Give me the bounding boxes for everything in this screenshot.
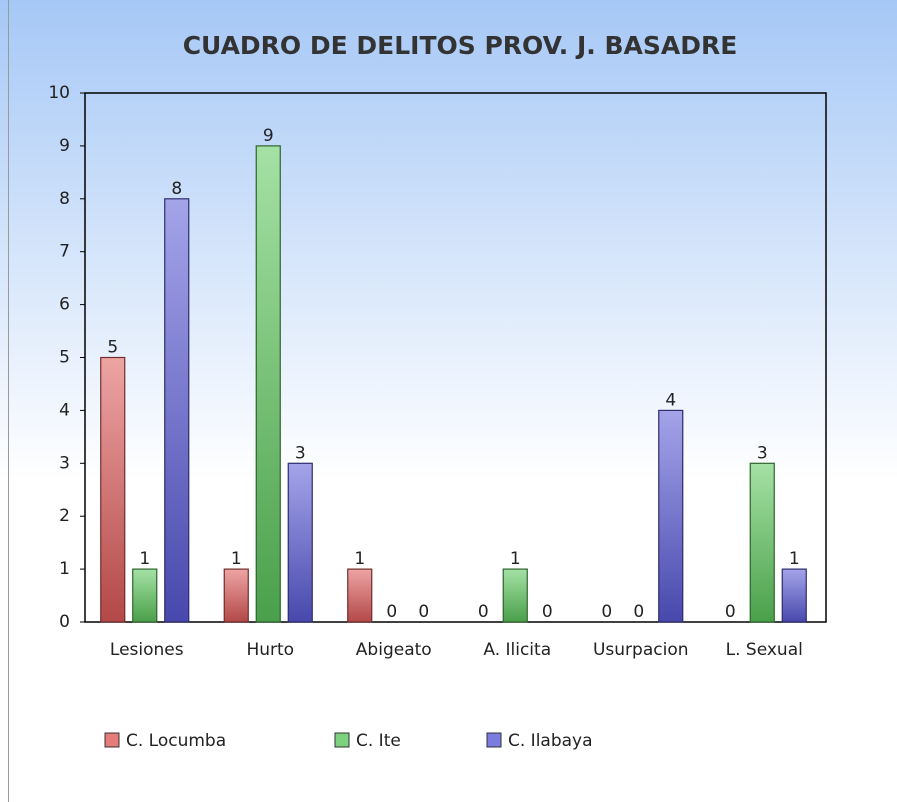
data-label: 0: [725, 602, 736, 622]
bar: [255, 145, 281, 623]
data-label: 1: [139, 549, 150, 569]
x-tick-label: Hurto: [246, 640, 294, 660]
data-label: 1: [354, 549, 365, 569]
legend-label: C. Ite: [356, 731, 401, 751]
x-tick-label: Usurpacion: [593, 640, 689, 660]
data-label: 0: [386, 602, 397, 622]
y-tick-label: 4: [59, 400, 70, 420]
bar: [781, 568, 807, 623]
x-tick-label: A. Ilicita: [483, 640, 551, 660]
data-label: 3: [295, 443, 306, 463]
bar: [347, 568, 373, 623]
data-label: 1: [510, 549, 521, 569]
bar: [100, 356, 126, 623]
legend-label: C. Ilabaya: [508, 731, 593, 751]
y-tick-label: 2: [59, 506, 70, 526]
data-label: 9: [263, 126, 274, 146]
x-tick-label: L. Sexual: [726, 640, 803, 660]
y-tick-label: 7: [59, 242, 70, 262]
bar: [749, 462, 775, 623]
data-label: 0: [601, 602, 612, 622]
data-label: 5: [107, 338, 118, 358]
y-tick-label: 1: [59, 559, 70, 579]
y-tick-label: 6: [59, 295, 70, 315]
y-tick-label: 8: [59, 189, 70, 209]
data-label: 0: [478, 602, 489, 622]
legend-swatch: [104, 732, 120, 748]
x-tick-label: Lesiones: [110, 640, 184, 660]
legend-swatch: [334, 732, 350, 748]
legend-label: C. Locumba: [126, 731, 226, 751]
bar: [164, 198, 190, 623]
legend-swatch: [486, 732, 502, 748]
bar: [502, 568, 528, 623]
x-tick-label: Abigeato: [356, 640, 432, 660]
bar: [132, 568, 158, 623]
y-tick-label: 0: [59, 612, 70, 632]
y-tick-label: 5: [59, 348, 70, 368]
data-label: 0: [542, 602, 553, 622]
data-label: 0: [633, 602, 644, 622]
y-tick-label: 10: [48, 83, 70, 103]
data-label: 3: [757, 443, 768, 463]
data-label: 0: [418, 602, 429, 622]
chart-title: CUADRO DE DELITOS PROV. J. BASADRE: [183, 31, 738, 60]
y-tick-label: 3: [59, 453, 70, 473]
data-label: 4: [665, 390, 676, 410]
data-label: 1: [231, 549, 242, 569]
bar: [223, 568, 249, 623]
data-label: 1: [789, 549, 800, 569]
bar: [658, 409, 684, 623]
y-tick-label: 9: [59, 136, 70, 156]
bar: [287, 462, 313, 623]
data-label: 8: [171, 179, 182, 199]
